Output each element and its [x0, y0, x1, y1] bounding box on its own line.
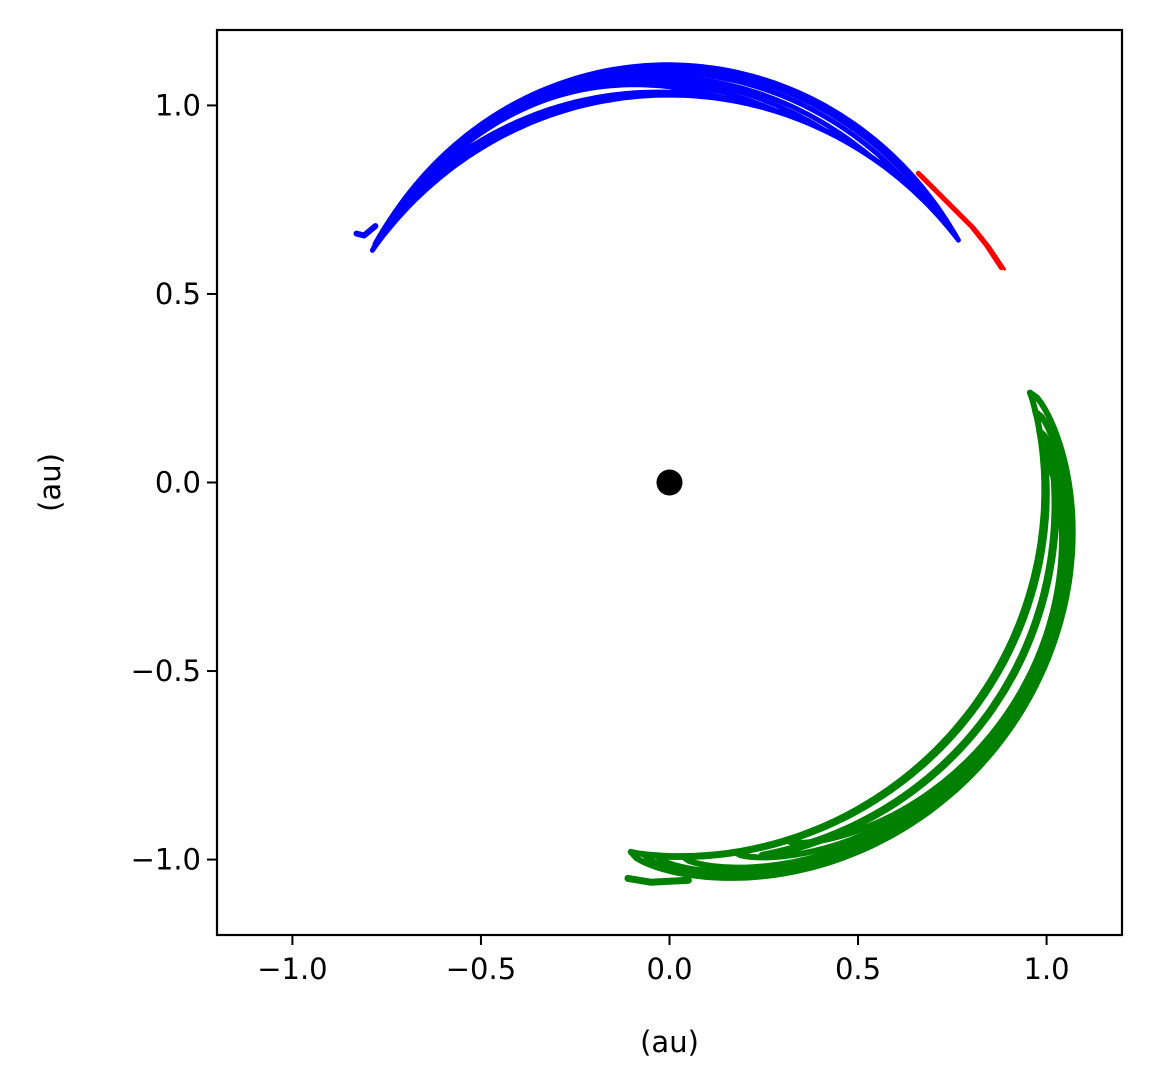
blue-orbit-loop [427, 82, 727, 179]
green-orbit-inner-track [758, 465, 1060, 860]
y-tick-label: −0.5 [131, 654, 201, 688]
y-tick-label: 1.0 [155, 88, 201, 122]
red-orbit-arc [915, 170, 1004, 271]
green-orbit-loop [782, 459, 1065, 846]
series-layer [353, 62, 1076, 886]
x-tick-label: 0.0 [646, 952, 692, 986]
green-orbit-loop [640, 408, 1072, 878]
green-orbit-tip [624, 874, 692, 886]
y-tick-label: −1.0 [131, 843, 201, 877]
green-orbit-loop [627, 389, 1076, 881]
x-axis-label: (au) [640, 1025, 699, 1059]
y-tick-label: 0.0 [155, 466, 201, 500]
y-tick-label: 0.5 [155, 277, 201, 311]
tick-layer: −1.0 −0.5 0.0 0.5 1.0 −1.0 −0.5 0.0 0.5 1.0 [131, 88, 1070, 986]
blue-orbit-tip [353, 223, 379, 239]
y-axis-label: (au) [33, 453, 67, 512]
red-orbit-arc [919, 173, 1006, 271]
central-body-marker [656, 469, 683, 496]
x-tick-label: −1.0 [257, 952, 327, 986]
x-tick-label: 0.5 [835, 952, 881, 986]
x-tick-label: −0.5 [446, 952, 516, 986]
x-tick-label: 1.0 [1024, 952, 1070, 986]
